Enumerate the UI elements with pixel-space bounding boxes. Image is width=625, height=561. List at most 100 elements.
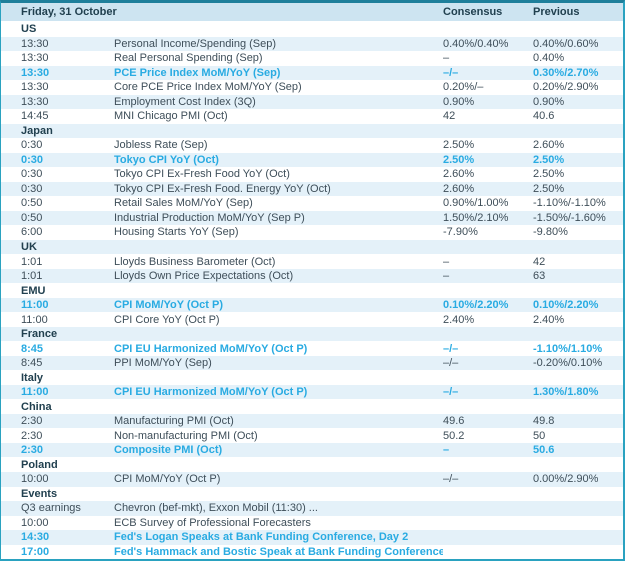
section-row: Italy bbox=[1, 370, 623, 385]
previous-cell: 42 bbox=[533, 255, 546, 268]
time-cell: 17:00 bbox=[21, 545, 50, 558]
calendar-rows: US 13:30 Personal Income/Spending (Sep) 0.4… bbox=[1, 22, 623, 559]
section-label: EMU bbox=[21, 284, 46, 297]
consensus-cell: 50.2 bbox=[443, 429, 465, 442]
table-header-row: Friday, 31 October Consensus Previous bbox=[1, 3, 623, 22]
time-cell: 0:30 bbox=[21, 139, 43, 152]
consensus-cell: – bbox=[443, 52, 450, 65]
calendar-row: 17:00 Fed's Hammack and Bostic Speak at B… bbox=[1, 545, 623, 560]
event-cell: Housing Starts YoY (Sep) bbox=[114, 226, 239, 239]
calendar-row: 14:30 Fed's Logan Speaks at Bank Funding … bbox=[1, 530, 623, 545]
time-cell: 13:30 bbox=[21, 81, 49, 94]
header-consensus: Consensus bbox=[443, 6, 503, 18]
previous-cell: 2.50% bbox=[533, 168, 565, 181]
section-label: Poland bbox=[21, 458, 58, 471]
previous-cell: -1.10%/-1.10% bbox=[533, 197, 606, 210]
time-cell: 13:30 bbox=[21, 95, 49, 108]
consensus-cell: 42 bbox=[443, 110, 456, 123]
time-cell: 10:00 bbox=[21, 516, 49, 529]
section-label: UK bbox=[21, 240, 37, 253]
calendar-row: 11:00 CPI MoM/YoY (Oct P) 0.10%/2.20% 0.10%… bbox=[1, 297, 623, 313]
previous-cell: 50 bbox=[533, 429, 546, 442]
event-cell: Fed's Logan Speaks at Bank Funding Confe… bbox=[114, 531, 409, 544]
calendar-row: 0:30 Jobless Rate (Sep) 2.50% 2.60% bbox=[1, 138, 623, 153]
calendar-row: 0:50 Industrial Production MoM/YoY (Sep P… bbox=[1, 210, 623, 226]
consensus-cell: 2.40% bbox=[443, 313, 475, 326]
event-cell: CPI MoM/YoY (Oct P) bbox=[114, 299, 223, 312]
previous-cell: -9.80% bbox=[533, 226, 568, 239]
time-cell: 14:30 bbox=[21, 531, 50, 544]
section-label: China bbox=[21, 400, 52, 413]
calendar-row: 2:30 Composite PMI (Oct) – 50.6 bbox=[1, 442, 623, 458]
event-cell: Tokyo CPI Ex-Fresh Food. Energy YoY (Oct… bbox=[114, 182, 331, 195]
consensus-cell: 0.20%/– bbox=[443, 81, 484, 94]
calendar-row: 0:30 Tokyo CPI Ex-Fresh Food YoY (Oct) 2.6… bbox=[1, 167, 623, 182]
calendar-row: 8:45 PPI MoM/YoY (Sep) –/– -0.20%/0.10% bbox=[1, 355, 623, 371]
time-cell: 11:00 bbox=[21, 386, 49, 399]
calendar-row: 14:45 MNI Chicago PMI (Oct) 42 40.6 bbox=[1, 109, 623, 124]
previous-cell: -1.50%/-1.60% bbox=[533, 211, 606, 224]
header-date: Friday, 31 October bbox=[21, 6, 117, 18]
time-cell: 2:30 bbox=[21, 429, 43, 442]
previous-cell: -0.20%/0.10% bbox=[533, 357, 603, 370]
event-cell: Tokyo CPI YoY (Oct) bbox=[114, 153, 219, 166]
previous-cell: 0.40%/0.60% bbox=[533, 37, 599, 50]
calendar-row: 0:30 Tokyo CPI Ex-Fresh Food. Energy YoY … bbox=[1, 181, 623, 197]
previous-cell: 2.60% bbox=[533, 139, 565, 152]
time-cell: 13:30 bbox=[21, 37, 49, 50]
event-cell: Lloyds Own Price Expectations (Oct) bbox=[114, 270, 294, 283]
event-cell: Manufacturing PMI (Oct) bbox=[114, 415, 234, 428]
consensus-cell: –/– bbox=[443, 342, 459, 355]
consensus-cell: 2.50% bbox=[443, 153, 475, 166]
calendar-row: 10:00 ECB Survey of Professional Forecast… bbox=[1, 516, 623, 531]
event-cell: Non-manufacturing PMI (Oct) bbox=[114, 429, 258, 442]
section-row: Events bbox=[1, 487, 623, 502]
time-cell: 8:45 bbox=[21, 357, 43, 370]
calendar-row: 1:01 Lloyds Own Price Expectations (Oct) –… bbox=[1, 268, 623, 284]
time-cell: 1:01 bbox=[21, 270, 43, 283]
event-cell: CPI EU Harmonized MoM/YoY (Oct P) bbox=[114, 342, 308, 355]
time-cell: 1:01 bbox=[21, 255, 43, 268]
time-cell: 0:30 bbox=[21, 168, 43, 181]
consensus-cell: –/– bbox=[443, 66, 459, 79]
consensus-cell: 1.50%/2.10% bbox=[443, 211, 509, 224]
event-cell: Retail Sales MoM/YoY (Sep) bbox=[114, 197, 253, 210]
calendar-row: Q3 earnings Chevron (bef-mkt), Exxon Mobi… bbox=[1, 501, 623, 516]
event-cell: Chevron (bef-mkt), Exxon Mobil (11:30) .… bbox=[114, 502, 318, 515]
previous-cell: 2.50% bbox=[533, 153, 565, 166]
previous-cell: 0.00%/2.90% bbox=[533, 473, 599, 486]
calendar-row: 11:00 CPI EU Harmonized MoM/YoY (Oct P) –/… bbox=[1, 384, 623, 400]
consensus-cell: 2.60% bbox=[443, 168, 475, 181]
section-label: Events bbox=[21, 487, 58, 500]
calendar-row: 0:50 Retail Sales MoM/YoY (Sep) 0.90%/1.00… bbox=[1, 196, 623, 211]
event-cell: PCE Price Index MoM/YoY (Sep) bbox=[114, 66, 281, 79]
calendar-row: 11:00 CPI Core YoY (Oct P) 2.40% 2.40% bbox=[1, 312, 623, 327]
event-cell: CPI Core YoY (Oct P) bbox=[114, 313, 220, 326]
event-cell: Fed's Hammack and Bostic Speak at Bank F… bbox=[114, 545, 443, 558]
consensus-cell: 2.60% bbox=[443, 182, 475, 195]
section-row: China bbox=[1, 399, 623, 414]
time-cell: 0:50 bbox=[21, 197, 43, 210]
consensus-cell: 49.6 bbox=[443, 415, 465, 428]
calendar-row: 13:30 Personal Income/Spending (Sep) 0.40%… bbox=[1, 36, 623, 52]
section-label: France bbox=[21, 328, 58, 341]
calendar-row: 2:30 Non-manufacturing PMI (Oct) 50.2 50 bbox=[1, 428, 623, 443]
event-cell: Industrial Production MoM/YoY (Sep P) bbox=[114, 211, 305, 224]
event-cell: Composite PMI (Oct) bbox=[114, 444, 223, 457]
calendar-row: 2:30 Manufacturing PMI (Oct) 49.6 49.8 bbox=[1, 413, 623, 429]
section-row: UK bbox=[1, 239, 623, 255]
consensus-cell: –/– bbox=[443, 357, 459, 370]
consensus-cell: –/– bbox=[443, 473, 459, 486]
previous-cell: 40.6 bbox=[533, 110, 555, 123]
consensus-cell: –/– bbox=[443, 386, 459, 399]
event-cell: Real Personal Spending (Sep) bbox=[114, 52, 263, 65]
previous-cell: 0.30%/2.70% bbox=[533, 66, 599, 79]
calendar-row: 0:30 Tokyo CPI YoY (Oct) 2.50% 2.50% bbox=[1, 152, 623, 168]
time-cell: 13:30 bbox=[21, 52, 49, 65]
time-cell: 0:30 bbox=[21, 182, 43, 195]
consensus-cell: 0.40%/0.40% bbox=[443, 37, 509, 50]
calendar-row: 10:00 CPI MoM/YoY (Oct P) –/– 0.00%/2.90% bbox=[1, 471, 623, 487]
previous-cell: 63 bbox=[533, 270, 546, 283]
event-cell: Lloyds Business Barometer (Oct) bbox=[114, 255, 276, 268]
